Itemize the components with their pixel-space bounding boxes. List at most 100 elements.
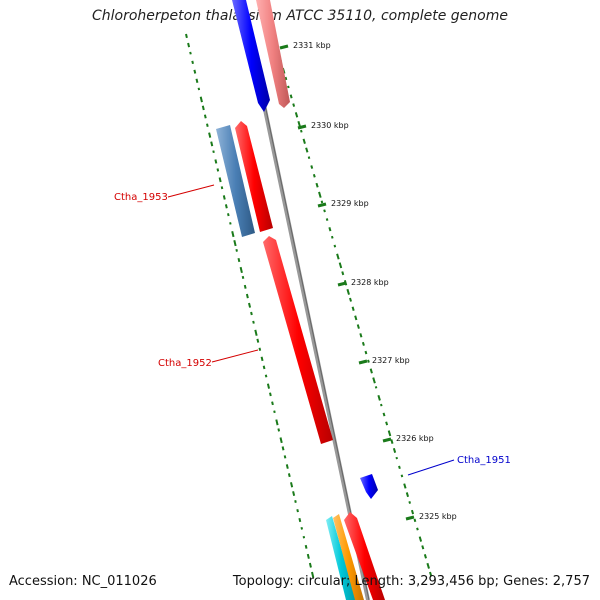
gc-dot [429, 571, 433, 577]
gc-dot [356, 324, 360, 329]
gc-dot [361, 341, 365, 346]
gc-dot [300, 129, 303, 133]
gc-dot [413, 518, 417, 523]
gc-dot [390, 439, 394, 444]
gc-dot [423, 554, 427, 559]
kbp-tick-label: 2325 kbp [419, 512, 457, 521]
gc-dot [210, 141, 214, 147]
kbp-tick-label: 2330 kbp [311, 121, 349, 130]
gc-content-track-left [185, 33, 315, 578]
gc-dot [374, 386, 378, 389]
gc-dot [408, 501, 411, 504]
gc-dot [416, 527, 419, 531]
gc-dot [279, 437, 283, 444]
gc-dot [271, 401, 274, 406]
gc-dot [333, 244, 337, 248]
gc-dot [214, 159, 218, 164]
gene-ctha-1953[interactable] [216, 125, 255, 237]
gc-dot [410, 509, 415, 515]
kbp-tick-mark [358, 359, 368, 365]
kbp-tick-mark [405, 515, 415, 521]
gc-dot [222, 195, 226, 200]
gc-dot [351, 306, 355, 311]
gc-dot [277, 428, 281, 432]
genome-summary-text: Topology: circular; Length: 3,293,456 bp… [232, 574, 590, 589]
gc-dot [185, 33, 188, 39]
gc-dot [377, 394, 381, 401]
gene-ctha-1951[interactable] [360, 474, 378, 499]
gc-dot [325, 218, 329, 221]
gc-dot [189, 51, 192, 55]
gc-dot [241, 275, 245, 280]
gc-dot [387, 430, 392, 437]
gc-dot [346, 288, 350, 295]
gc-dot [400, 474, 404, 478]
gc-dot [312, 173, 316, 178]
kbp-ticks: 2331 kbp 2330 kbp 2329 kbp 2328 kbp 2327 kbp… [279, 41, 457, 521]
gc-dot [264, 374, 268, 378]
kbp-tick-mark [337, 281, 347, 287]
gc-dot [405, 492, 410, 498]
gc-dot [380, 403, 383, 407]
gene-cyan-bottom[interactable] [326, 516, 356, 600]
gc-dot [269, 392, 272, 397]
gc-dot [315, 182, 319, 188]
leader-line-ctha-1952 [211, 349, 259, 363]
gc-dot [284, 76, 288, 81]
gc-dot [273, 410, 276, 414]
gc-dot [258, 347, 262, 351]
gc-dot [310, 165, 314, 169]
gc-dot [369, 368, 373, 374]
gc-dot [201, 105, 205, 111]
gc-dot [250, 311, 253, 316]
gene-red-upper[interactable] [235, 121, 273, 232]
map-title: Chloroherpeton thalassium ATCC 35110, co… [92, 8, 508, 24]
gc-dot [298, 517, 302, 523]
gc-dot [306, 553, 310, 559]
gc-dot [229, 222, 232, 225]
gc-dot [252, 320, 255, 324]
gc-content-track-right [269, 23, 433, 577]
gc-dot [336, 253, 340, 260]
kbp-tick-label: 2326 kbp [396, 434, 434, 443]
gc-dot [421, 545, 425, 550]
kbp-tick-mark [297, 124, 307, 130]
gc-dot [359, 333, 363, 338]
gc-dot [292, 103, 296, 107]
gene-orange-bottom[interactable] [333, 514, 364, 600]
gene-pink-top[interactable] [256, 0, 290, 108]
gene-blue-top[interactable] [232, 0, 270, 112]
gc-dot [281, 446, 285, 451]
gene-label-ctha-1951[interactable]: Ctha_1951 [457, 455, 511, 466]
gene-ctha-1952[interactable] [263, 236, 333, 444]
gc-dot [385, 421, 389, 426]
gc-dot [395, 456, 398, 460]
gc-dot [191, 60, 194, 65]
gc-dot [285, 464, 289, 469]
kbp-tick-label: 2327 kbp [372, 356, 410, 365]
gene-label-ctha-1953[interactable]: Ctha_1953 [114, 192, 168, 203]
gene-label-ctha-1952[interactable]: Ctha_1952 [158, 358, 212, 369]
gc-dot [418, 536, 423, 542]
gc-dot [224, 204, 228, 209]
gc-dot [195, 78, 199, 83]
gc-dot [300, 526, 304, 530]
gc-dot [290, 482, 294, 488]
gc-dot [392, 447, 397, 453]
gc-dot [367, 359, 370, 363]
gc-dot [328, 227, 332, 232]
gc-dot [199, 96, 203, 103]
gc-dot [296, 509, 299, 513]
gc-dot [287, 473, 291, 478]
gc-dot [289, 94, 293, 99]
leader-line-ctha-1951 [407, 459, 455, 476]
gc-dot [227, 213, 230, 217]
gc-dot [256, 338, 260, 343]
gc-dot [243, 284, 247, 289]
gc-dot [237, 257, 241, 263]
gc-dot [305, 147, 309, 153]
gc-dot [203, 114, 207, 119]
gene-red-bottom[interactable] [344, 512, 385, 600]
gc-dot [382, 412, 386, 417]
